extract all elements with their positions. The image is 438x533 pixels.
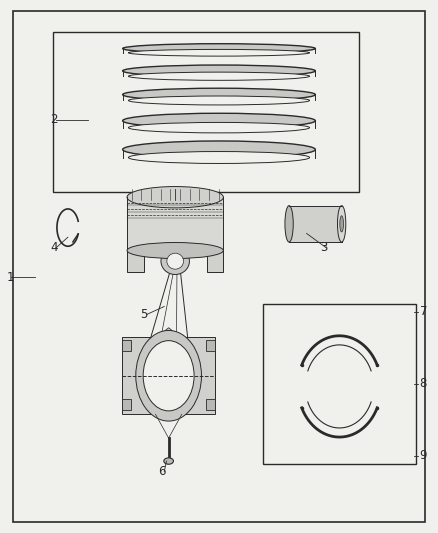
Text: 7: 7 <box>420 305 427 318</box>
Ellipse shape <box>123 88 315 101</box>
Ellipse shape <box>337 206 346 242</box>
Text: 5: 5 <box>140 308 148 321</box>
Ellipse shape <box>167 253 184 269</box>
Ellipse shape <box>128 123 310 133</box>
Bar <box>53 32 359 192</box>
Bar <box>206 340 215 351</box>
Ellipse shape <box>127 243 223 259</box>
Ellipse shape <box>128 151 310 164</box>
Ellipse shape <box>128 50 310 56</box>
Text: 8: 8 <box>420 377 427 390</box>
Bar <box>127 197 223 251</box>
Bar <box>206 399 215 410</box>
Ellipse shape <box>127 187 223 208</box>
Bar <box>263 304 416 464</box>
Ellipse shape <box>123 65 315 77</box>
Text: 6: 6 <box>158 465 165 478</box>
Ellipse shape <box>128 72 310 80</box>
Bar <box>122 337 215 414</box>
Ellipse shape <box>285 206 293 242</box>
Text: 1: 1 <box>7 271 14 284</box>
Bar <box>122 399 131 410</box>
Ellipse shape <box>123 114 315 128</box>
Text: 4: 4 <box>50 241 58 254</box>
Ellipse shape <box>340 216 343 232</box>
Ellipse shape <box>123 141 315 158</box>
Bar <box>127 251 144 272</box>
Bar <box>207 251 223 272</box>
Polygon shape <box>149 328 188 344</box>
Bar <box>122 340 131 351</box>
Bar <box>289 206 342 242</box>
Ellipse shape <box>128 96 310 105</box>
Ellipse shape <box>161 248 190 274</box>
Text: 3: 3 <box>320 241 327 254</box>
Ellipse shape <box>164 458 173 464</box>
Ellipse shape <box>143 341 194 411</box>
Ellipse shape <box>123 44 315 53</box>
Ellipse shape <box>136 330 201 421</box>
Text: 2: 2 <box>50 114 58 126</box>
Text: 9: 9 <box>420 449 427 462</box>
